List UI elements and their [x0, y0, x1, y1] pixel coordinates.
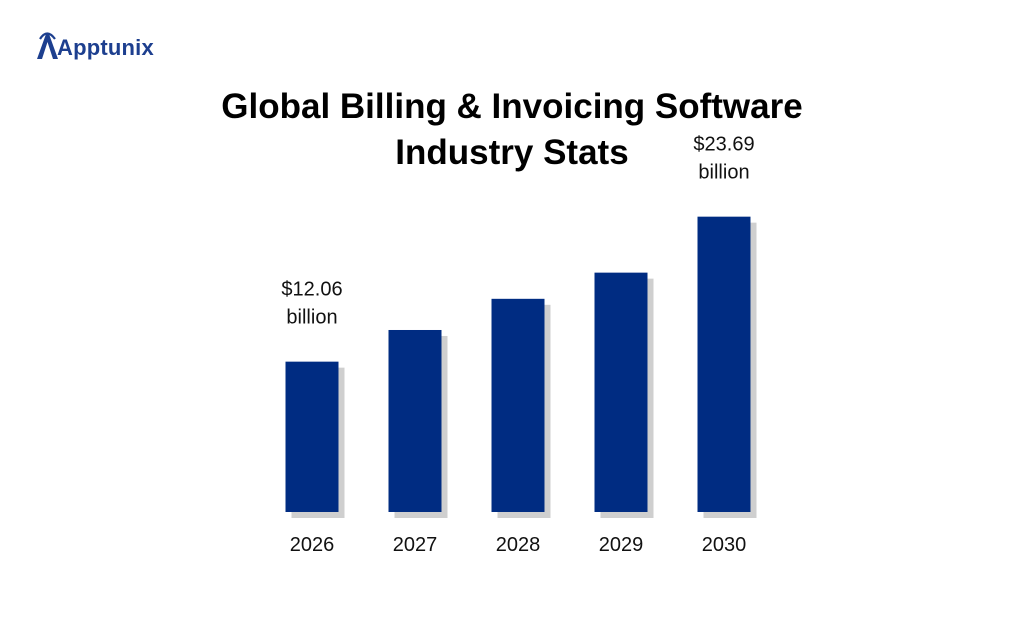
x-tick-2029: 2029	[599, 534, 644, 556]
data-label-2026-line-2: billion	[286, 307, 337, 329]
apptunix-logo-icon	[37, 32, 58, 59]
x-tick-labels: 2026 2027 2028 2029 2030	[290, 534, 747, 556]
chart-title-line-2: Industry Stats	[395, 133, 629, 172]
x-tick-2028: 2028	[496, 534, 541, 556]
data-label-2026-line-1: $12.06	[281, 279, 342, 301]
bar-2029	[594, 272, 648, 512]
brand-logo: Apptunix	[36, 30, 154, 60]
bar-2028	[491, 298, 545, 512]
data-labels: $12.06 billion $23.69 billion	[281, 134, 754, 329]
x-tick-2026: 2026	[290, 534, 335, 556]
brand-name: Apptunix	[57, 35, 154, 60]
bar-2030	[697, 216, 751, 512]
bars	[285, 216, 751, 512]
chart-title: Global Billing & Invoicing Software Indu…	[0, 84, 1024, 176]
x-tick-2027: 2027	[393, 534, 438, 556]
data-label-2030-line-2: billion	[698, 162, 749, 184]
chart-title-line-1: Global Billing & Invoicing Software	[221, 87, 803, 126]
x-tick-2030: 2030	[702, 534, 747, 556]
bar-2027	[388, 329, 442, 512]
data-label-2030-line-1: $23.69	[693, 134, 754, 156]
bar-2026	[285, 361, 339, 512]
